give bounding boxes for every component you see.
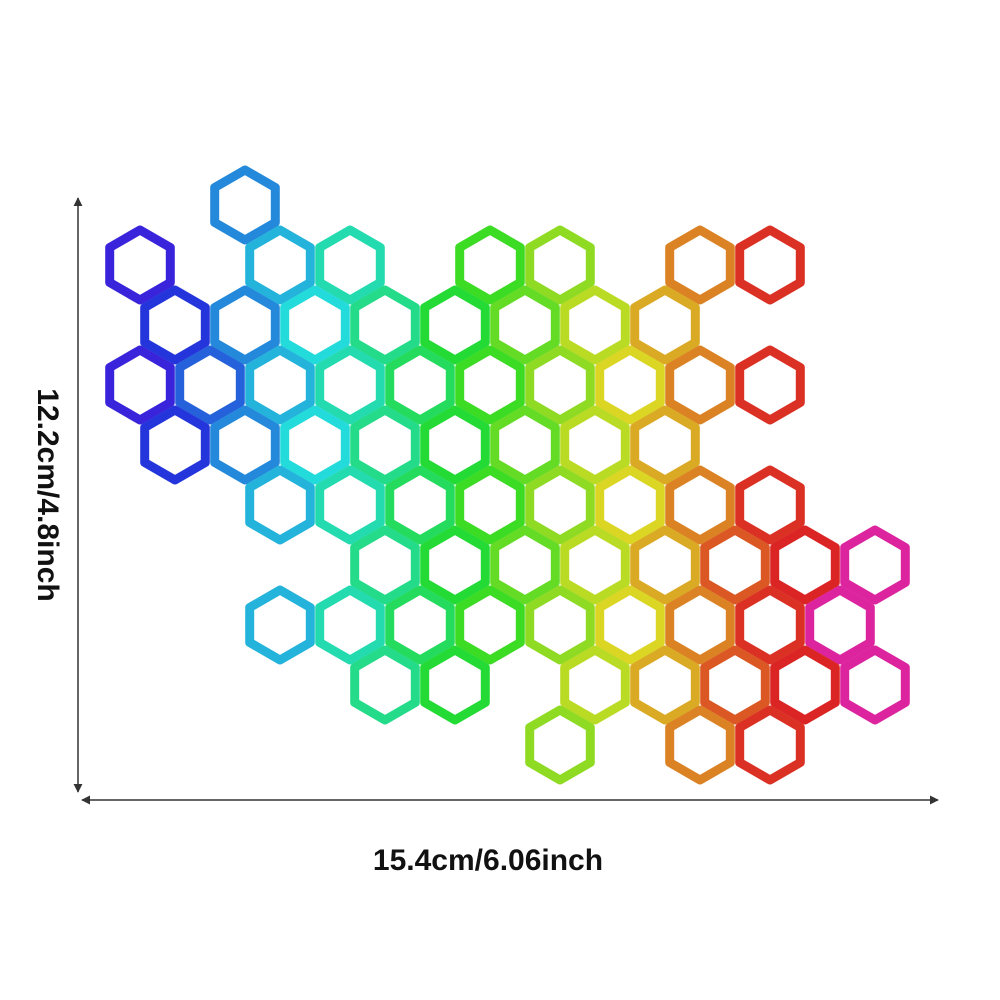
hexagon: [315, 585, 385, 665]
hexagon: [420, 405, 490, 485]
hexagon: [735, 465, 805, 545]
hexagon: [525, 225, 595, 305]
hexagon: [840, 525, 910, 605]
hexagon: [245, 585, 315, 665]
height-label: 12.2cm/4.8inch: [31, 388, 64, 601]
hexagon: [735, 585, 805, 665]
hexagon: [455, 465, 525, 545]
hexagon: [245, 465, 315, 545]
hexagon: [595, 465, 665, 545]
hexagon: [700, 525, 770, 605]
hexagon: [490, 405, 560, 485]
hexagon: [770, 645, 840, 725]
hexagon: [245, 225, 315, 305]
hexagon: [735, 225, 805, 305]
hexagon: [525, 705, 595, 785]
hexagon: [385, 585, 455, 665]
hexagon: [210, 285, 280, 365]
hexagon: [560, 525, 630, 605]
hexagon: [840, 645, 910, 725]
hexagon: [490, 285, 560, 365]
hexagon: [350, 285, 420, 365]
hexagon: [315, 345, 385, 425]
hexagon: [490, 525, 560, 605]
hexagon: [350, 645, 420, 725]
hexagon: [665, 585, 735, 665]
hexagon: [560, 285, 630, 365]
hexagon: [315, 465, 385, 545]
hexagon: [280, 405, 350, 485]
hexagon: [525, 345, 595, 425]
hexagon: [105, 225, 175, 305]
hexagon: [315, 225, 385, 305]
hexagon: [770, 525, 840, 605]
hexagon: [525, 585, 595, 665]
hexagon: [595, 585, 665, 665]
hexagon: [385, 345, 455, 425]
hexagon: [630, 645, 700, 725]
hexagon: [735, 705, 805, 785]
hexagon: [175, 345, 245, 425]
hexagon: [280, 285, 350, 365]
hexagon: [805, 585, 875, 665]
hexagon: [665, 465, 735, 545]
hexagon: [210, 405, 280, 485]
hexagon: [595, 345, 665, 425]
hexagon: [525, 465, 595, 545]
hexagon: [420, 285, 490, 365]
hexagon: [210, 165, 280, 245]
hexagon: [420, 645, 490, 725]
hexagon: [455, 585, 525, 665]
hexagon: [630, 405, 700, 485]
hexagon: [350, 405, 420, 485]
hexagon: [140, 285, 210, 365]
hexagon: [560, 645, 630, 725]
hexagon: [665, 225, 735, 305]
hexagon: [140, 405, 210, 485]
hexagon: [665, 345, 735, 425]
hexagon: [455, 345, 525, 425]
hexagon: [105, 345, 175, 425]
width-label: 15.4cm/6.06inch: [373, 844, 603, 877]
hexagon: [350, 525, 420, 605]
hexagon: [700, 645, 770, 725]
hexagon: [385, 465, 455, 545]
hexagon: [735, 345, 805, 425]
hexagon: [630, 525, 700, 605]
hexagon: [665, 705, 735, 785]
honeycomb: [105, 165, 910, 785]
hexagon: [420, 525, 490, 605]
hexagon: [455, 225, 525, 305]
hexagon: [245, 345, 315, 425]
hexagon: [560, 405, 630, 485]
hexagon: [630, 285, 700, 365]
